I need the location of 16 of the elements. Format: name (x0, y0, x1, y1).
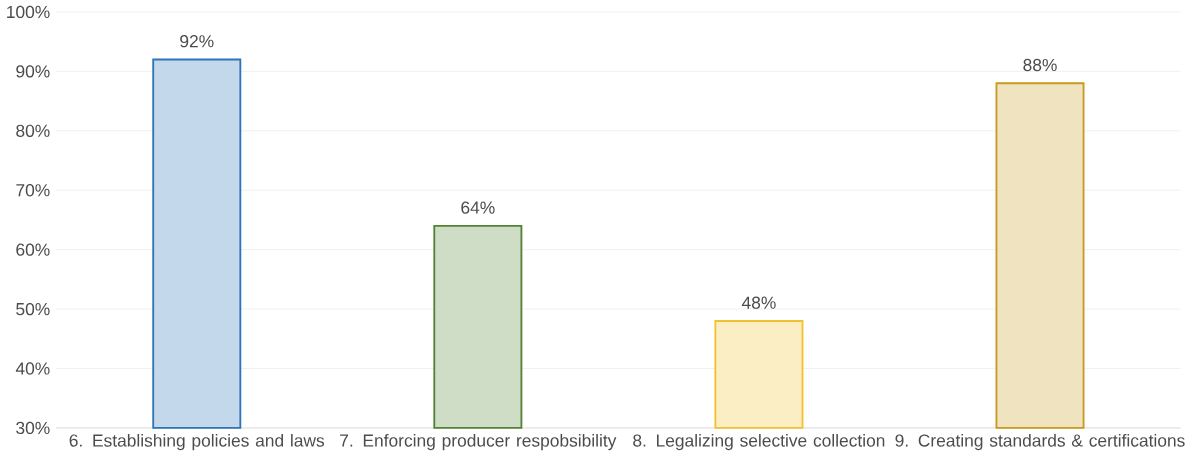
data-label: 64% (461, 201, 495, 214)
x-tick-label: 8. Legalizing selective collection (633, 433, 885, 451)
y-tick-label: 60% (16, 243, 50, 256)
x-tick-label: 6. Establishing policies and laws (69, 433, 325, 451)
y-tick-label: 30% (16, 421, 50, 435)
data-label: 48% (741, 296, 776, 309)
x-tick-label: 9. Creating standards & certifications (895, 433, 1185, 451)
y-tick-label: 70% (16, 184, 50, 197)
y-tick-label: 100% (7, 5, 50, 19)
y-tick-label: 90% (16, 65, 50, 78)
data-label: 88% (1023, 58, 1057, 72)
data-label: 92% (180, 35, 214, 48)
x-tick-label: 7. Enforcing producer respobsibility (340, 433, 617, 451)
y-tick-label: 50% (16, 302, 50, 316)
y-tick-label: 80% (16, 124, 50, 137)
y-tick-label: 40% (15, 362, 50, 375)
